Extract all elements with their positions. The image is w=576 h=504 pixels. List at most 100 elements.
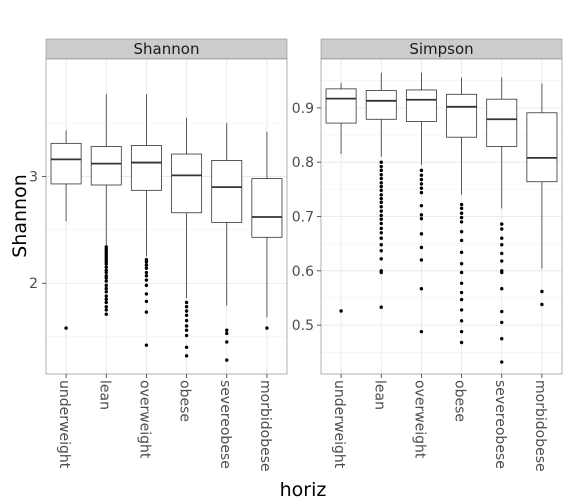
outlier-point bbox=[184, 354, 189, 358]
box-lean bbox=[365, 72, 397, 309]
outlier-point bbox=[225, 358, 229, 362]
outlier-point bbox=[379, 172, 383, 177]
outlier-point bbox=[459, 297, 464, 302]
x-tick-label: morbidobese bbox=[257, 380, 273, 472]
outlier-point bbox=[379, 231, 383, 235]
x-tick-label: overweight bbox=[411, 380, 427, 459]
box-severeobese bbox=[486, 77, 518, 364]
outlier-point bbox=[459, 329, 464, 334]
outlier-point bbox=[184, 313, 189, 317]
outlier-point bbox=[144, 278, 149, 282]
strip-label: Shannon bbox=[134, 40, 200, 58]
box-iqr bbox=[405, 89, 437, 122]
outlier-point bbox=[104, 279, 108, 283]
box-morbidobese bbox=[251, 131, 283, 330]
x-axis-title: horiz bbox=[280, 479, 327, 501]
box-underweight bbox=[325, 82, 357, 313]
box-iqr bbox=[251, 178, 283, 238]
outlier-point bbox=[459, 340, 464, 345]
outlier-point bbox=[459, 319, 464, 323]
outlier-point bbox=[459, 220, 464, 224]
outlier-point bbox=[144, 292, 149, 296]
box-severeobese bbox=[211, 123, 243, 362]
box-obese bbox=[446, 77, 478, 345]
outlier-point bbox=[104, 290, 108, 294]
strip-label: Simpson bbox=[409, 40, 473, 58]
outlier-point bbox=[500, 336, 504, 341]
outlier-point bbox=[379, 168, 383, 173]
outlier-point bbox=[379, 160, 383, 164]
outlier-point bbox=[419, 173, 424, 177]
outlier-point bbox=[265, 326, 269, 330]
outlier-point bbox=[379, 200, 383, 205]
outlier-point bbox=[459, 270, 464, 275]
outlier-point bbox=[104, 265, 108, 269]
outlier-point bbox=[379, 270, 383, 275]
outlier-point bbox=[500, 259, 504, 263]
outlier-point bbox=[64, 326, 68, 330]
outlier-point bbox=[184, 318, 189, 323]
box-iqr bbox=[130, 145, 162, 191]
box-overweight bbox=[405, 72, 437, 334]
outlier-point bbox=[459, 230, 464, 234]
outlier-point bbox=[184, 305, 189, 309]
outlier-point bbox=[419, 203, 424, 208]
outlier-point bbox=[104, 297, 108, 301]
x-tick-label: lean bbox=[371, 380, 387, 410]
box-lean bbox=[90, 94, 122, 316]
outlier-point bbox=[500, 243, 504, 247]
outlier-point bbox=[500, 360, 504, 364]
outlier-point bbox=[379, 209, 383, 213]
outlier-point bbox=[419, 329, 424, 334]
outlier-point bbox=[419, 177, 424, 182]
outlier-point bbox=[184, 328, 189, 332]
x-tick-label: underweight bbox=[56, 380, 72, 469]
outlier-point bbox=[104, 308, 108, 312]
box-iqr bbox=[171, 153, 203, 214]
x-tick-label: severeobese bbox=[217, 380, 233, 469]
outlier-point bbox=[500, 222, 504, 226]
box-underweight bbox=[50, 130, 82, 330]
outlier-point bbox=[419, 258, 424, 262]
panel-border bbox=[45, 58, 288, 375]
outlier-point bbox=[540, 302, 544, 307]
outlier-point bbox=[419, 287, 424, 291]
outlier-point bbox=[144, 274, 149, 278]
outlier-point bbox=[500, 227, 504, 231]
x-tick-label: obese bbox=[452, 380, 468, 422]
outlier-point bbox=[379, 181, 383, 185]
outlier-point bbox=[459, 238, 464, 243]
outlier-point bbox=[104, 300, 108, 305]
outlier-point bbox=[104, 270, 108, 275]
outlier-point bbox=[379, 184, 383, 189]
outlier-point bbox=[225, 331, 229, 336]
outlier-point bbox=[459, 215, 464, 220]
outlier-point bbox=[144, 343, 149, 347]
outlier-point bbox=[379, 257, 383, 261]
outlier-point bbox=[379, 236, 383, 240]
outlier-point bbox=[379, 249, 383, 253]
outlier-point bbox=[104, 283, 108, 288]
outlier-point bbox=[500, 270, 504, 275]
outlier-point bbox=[184, 309, 189, 313]
panel-background bbox=[46, 59, 287, 374]
outlier-point bbox=[459, 281, 464, 286]
outlier-point bbox=[184, 333, 189, 338]
box-iqr bbox=[325, 88, 357, 124]
box-iqr bbox=[526, 112, 558, 183]
outlier-point bbox=[379, 305, 383, 309]
outlier-point bbox=[225, 340, 229, 344]
outlier-point bbox=[419, 190, 424, 195]
outlier-point bbox=[379, 221, 383, 226]
x-tick-label: severeobese bbox=[492, 380, 508, 469]
x-tick-label: lean bbox=[96, 380, 112, 410]
outlier-point bbox=[459, 206, 464, 211]
outlier-point bbox=[459, 202, 464, 207]
box-overweight bbox=[130, 94, 162, 347]
outlier-point bbox=[379, 226, 383, 231]
x-tick-label: obese bbox=[177, 380, 193, 422]
outlier-point bbox=[500, 287, 504, 291]
outlier-point bbox=[144, 270, 149, 275]
outlier-point bbox=[104, 276, 108, 280]
